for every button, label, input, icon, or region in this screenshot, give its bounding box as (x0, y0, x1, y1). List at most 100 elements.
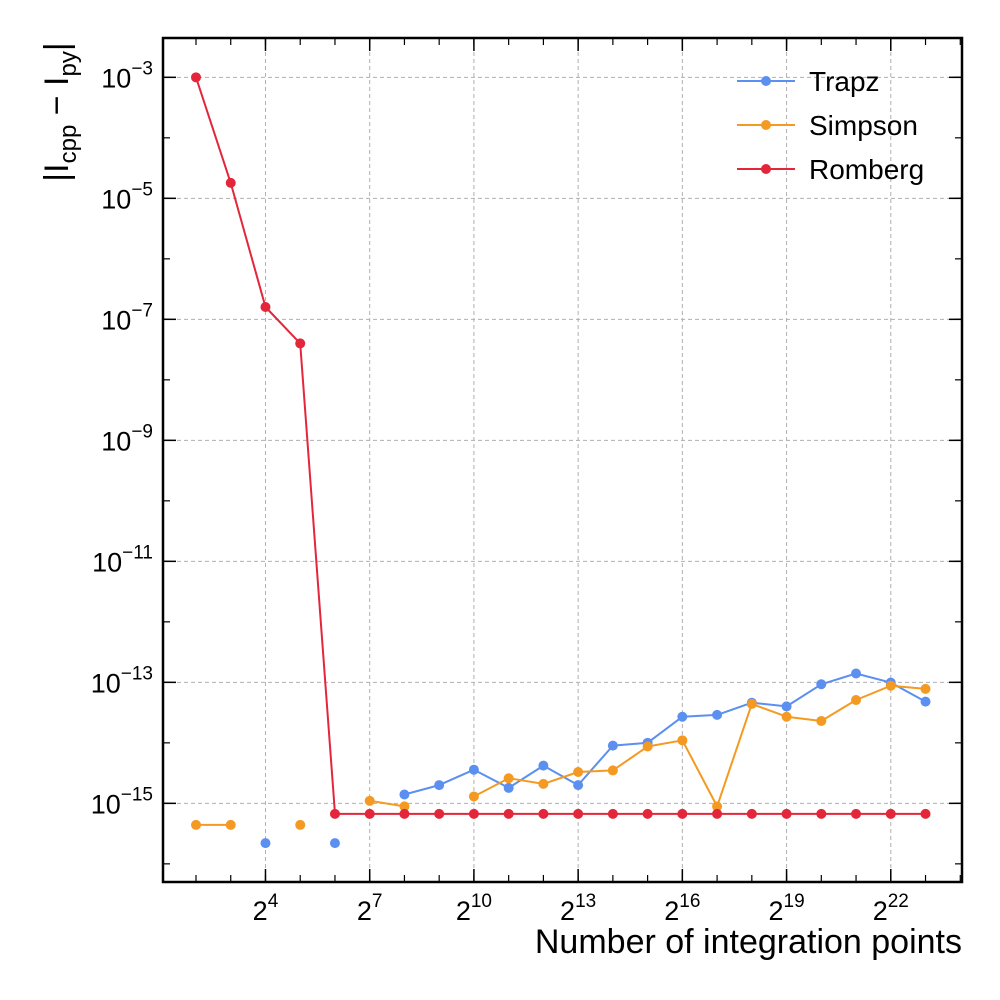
x-tick-base: 2 (664, 896, 679, 926)
simpson-point (468, 791, 479, 802)
x-tick-label: 222 (873, 891, 909, 926)
trapz-point (781, 701, 792, 712)
legend-romberg-label: Romberg (809, 154, 924, 185)
y-tick-exponent: −15 (121, 784, 153, 805)
x-tick-exponent: 19 (784, 891, 805, 912)
romberg-point (920, 808, 931, 819)
y-tick-label: 10−3 (101, 58, 153, 93)
simpson-point (225, 819, 236, 830)
simpson-point (399, 801, 410, 812)
y-tick-base: 10 (91, 789, 121, 819)
legend: Trapz Simpson Romberg (737, 66, 924, 185)
y-label-suffix: | (38, 42, 76, 51)
romberg-point (642, 808, 653, 819)
y-tick-label: 10−9 (101, 421, 153, 456)
ticks: 24 27 210 213 216 219 22210−310−510−710−910−11… (91, 38, 962, 926)
y-label-sub-cpp: cpp (55, 125, 82, 164)
x-tick-base: 2 (253, 896, 268, 926)
x-tick-label: 24 (253, 891, 279, 926)
romberg-point (816, 808, 827, 819)
y-tick-label: 10−7 (101, 300, 153, 335)
simpson-point (503, 773, 514, 784)
series-trapz (260, 668, 931, 849)
romberg-point (191, 72, 202, 83)
y-tick-exponent: −5 (131, 179, 153, 200)
legend-simpson-marker (761, 120, 771, 130)
trapz-point (573, 780, 584, 791)
trapz-point (329, 838, 340, 849)
y-tick-label: 10−11 (92, 542, 153, 577)
trapz-point (260, 838, 271, 849)
simpson-point (712, 801, 723, 812)
legend-romberg-marker (761, 164, 771, 174)
x-tick-exponent: 10 (471, 891, 492, 912)
y-tick-base: 10 (101, 63, 131, 93)
y-label-sub-py: py (55, 51, 82, 76)
romberg-point (329, 808, 340, 819)
trapz-point (434, 780, 445, 791)
x-tick-exponent: 7 (372, 891, 383, 912)
x-tick-base: 2 (357, 896, 372, 926)
x-tick-label: 213 (560, 891, 596, 926)
y-tick-exponent: −13 (121, 663, 153, 684)
romberg-point (295, 338, 306, 349)
x-tick-exponent: 22 (888, 891, 909, 912)
y-label-prefix: |I (38, 163, 76, 181)
trapz-point (851, 668, 862, 679)
legend-trapz-marker (761, 76, 771, 86)
series-romberg (191, 72, 931, 819)
simpson-point (920, 683, 931, 694)
simpson-line (473, 684, 926, 808)
romberg-point (364, 808, 375, 819)
simpson-point (607, 765, 618, 776)
trapz-point (538, 760, 549, 771)
romberg-point (851, 808, 862, 819)
romberg-point (503, 808, 514, 819)
plot-frame (161, 36, 964, 884)
trapz-point (816, 679, 827, 690)
y-tick-exponent: −3 (131, 58, 153, 79)
trapz-line (404, 672, 926, 796)
y-tick-exponent: −9 (131, 421, 153, 442)
trapz-point (503, 782, 514, 793)
trapz-point (468, 764, 479, 775)
y-tick-base: 10 (101, 426, 131, 456)
romberg-point (260, 301, 271, 312)
romberg-point (434, 808, 445, 819)
simpson-point (364, 795, 375, 806)
x-tick-base: 2 (456, 896, 471, 926)
simpson-point (885, 680, 896, 691)
simpson-point (816, 715, 827, 726)
y-axis-label: |Icpp − Ipy| (38, 42, 82, 181)
romberg-line (195, 76, 926, 815)
y-tick-label: 10−13 (91, 663, 153, 698)
y-tick-exponent: −11 (122, 542, 153, 563)
simpson-point (746, 698, 757, 709)
romberg-point (468, 808, 479, 819)
x-tick-base: 2 (873, 896, 888, 926)
x-tick-exponent: 4 (268, 891, 279, 912)
trapz-point (607, 740, 618, 751)
series-layer (191, 72, 931, 849)
romberg-point (885, 808, 896, 819)
romberg-point (225, 177, 236, 188)
y-tick-base: 10 (92, 547, 122, 577)
x-tick-exponent: 13 (575, 891, 596, 912)
trapz-point (920, 696, 931, 707)
simpson-point (677, 735, 688, 746)
simpson-point (295, 819, 306, 830)
romberg-point (712, 808, 723, 819)
legend-trapz-label: Trapz (809, 66, 880, 97)
y-tick-label: 10−5 (101, 179, 153, 214)
y-tick-base: 10 (101, 184, 131, 214)
romberg-point (399, 808, 410, 819)
simpson-line (369, 799, 405, 808)
y-tick-base: 10 (101, 305, 131, 335)
x-tick-base: 2 (560, 896, 575, 926)
trapz-point (677, 711, 688, 722)
romberg-point (538, 808, 549, 819)
x-tick-exponent: 16 (679, 891, 700, 912)
y-tick-label: 10−15 (91, 784, 153, 819)
trapz-point (712, 709, 723, 720)
x-axis-label: Number of integration points (535, 923, 962, 961)
